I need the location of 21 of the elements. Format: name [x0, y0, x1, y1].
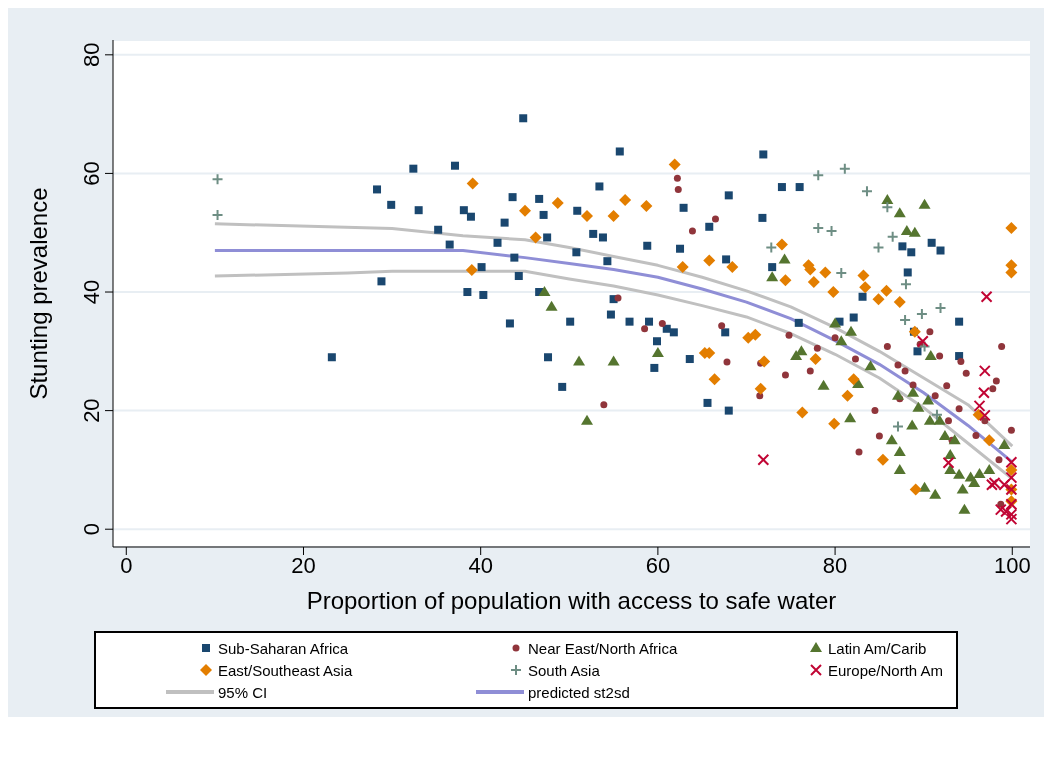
- legend-label: Near East/North Africa: [528, 639, 678, 657]
- y-axis-title: Stunting prevalence: [24, 187, 52, 400]
- x-tick-label: 40: [468, 552, 493, 578]
- x-tick-label: 0: [120, 552, 133, 578]
- legend-label: Latin Am/Carib: [828, 639, 927, 657]
- y-tick-label: 80: [79, 42, 104, 68]
- legend-label: predicted st2sd: [528, 683, 630, 701]
- y-tick-label: 40: [79, 279, 104, 305]
- x-axis-title: Proportion of population with access to safe water: [306, 587, 837, 614]
- x-tick-label: 100: [993, 552, 1031, 578]
- legend-label: East/Southeast Asia: [218, 661, 353, 679]
- legend-label: 95% CI: [218, 683, 268, 701]
- legend-label: South Asia: [528, 661, 600, 679]
- x-tick-label: 60: [645, 552, 671, 578]
- legend-label: Europe/North Am: [828, 661, 944, 679]
- x-tick-label: 20: [291, 552, 316, 578]
- y-tick-label: 60: [79, 161, 104, 186]
- y-tick-label: 20: [79, 398, 104, 423]
- legend-label: Sub-Saharan Africa: [218, 639, 349, 657]
- y-tick-label: 0: [79, 523, 104, 536]
- x-tick-label: 80: [822, 552, 848, 578]
